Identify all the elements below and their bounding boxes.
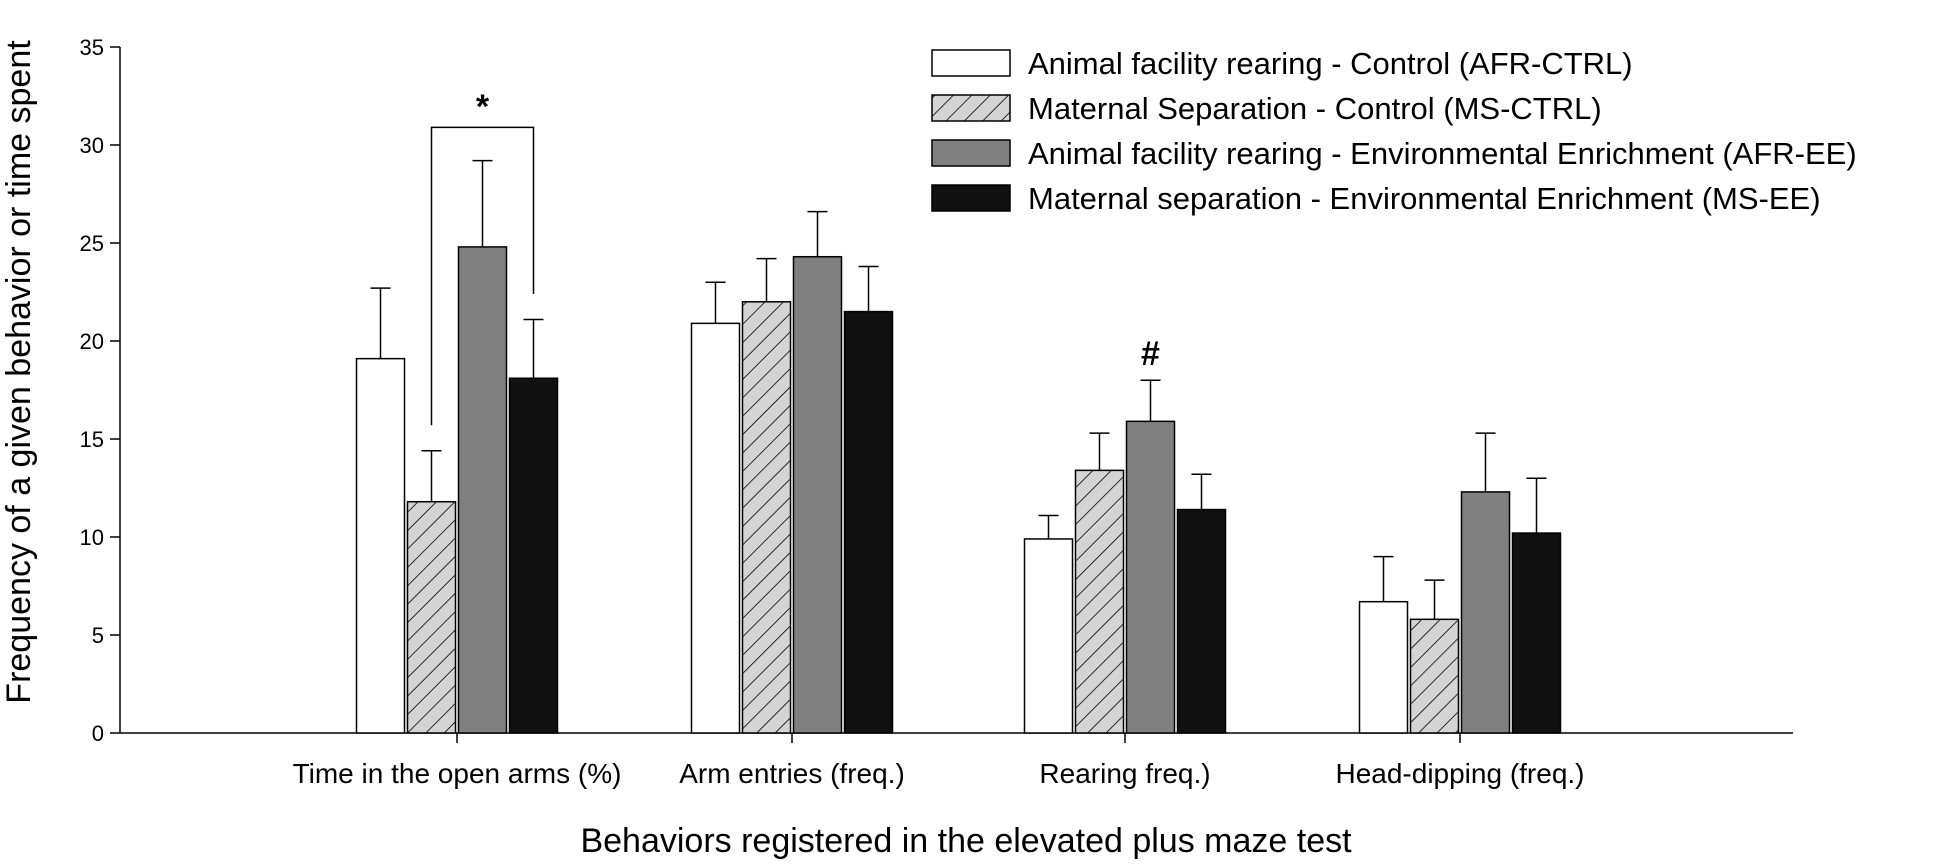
significance-marker: * (476, 88, 490, 126)
bar-series-0-category-0 (355, 357, 406, 734)
bar-series-2-category-3 (1460, 491, 1511, 734)
x-category-label: Rearing freq.) (1039, 758, 1210, 789)
significance-bracket (430, 126, 535, 426)
y-axis: 0 5 10 15 20 25 30 35 (80, 35, 121, 746)
significance-marker: # (1141, 335, 1160, 373)
y-tick-label: 30 (80, 133, 104, 158)
bar-series-3-category-2 (1176, 508, 1227, 734)
legend: Animal facility rearing - Control (AFR-C… (931, 46, 1857, 216)
bars (355, 246, 1562, 734)
bar-series-2-category-0 (457, 246, 508, 734)
bar-series-0-category-2 (1023, 538, 1074, 734)
x-axis: Time in the open arms (%) Arm entries (fr… (120, 732, 1793, 789)
bar-series-3-category-3 (1511, 532, 1562, 734)
plot-area: 0 5 10 15 20 25 30 35 Time in the open arms (%)… (80, 35, 1793, 789)
y-tick-label: 5 (92, 623, 104, 648)
bar-series-0-category-1 (690, 322, 741, 734)
legend-label-3: Maternal separation - Environmental Enri… (1028, 181, 1821, 216)
y-tick-label: 25 (80, 231, 104, 256)
y-tick-label: 0 (92, 721, 104, 746)
bar-series-0-category-3 (1358, 600, 1409, 734)
annotations: *# (430, 88, 1160, 426)
legend-swatch-1 (931, 94, 1011, 122)
y-tick-label: 15 (80, 427, 104, 452)
x-axis-title: Behaviors registered in the elevated plu… (580, 822, 1352, 860)
x-category-label: Head-dipping (freq.) (1335, 758, 1584, 789)
bar-series-1-category-3 (1409, 618, 1460, 734)
legend-swatch-3 (931, 184, 1011, 212)
legend-label-2: Animal facility rearing - Environmental … (1028, 136, 1857, 171)
y-tick-label: 35 (80, 35, 104, 60)
x-category-label: Arm entries (freq.) (679, 758, 905, 789)
bar-series-3-category-1 (843, 310, 894, 734)
bar-series-1-category-0 (406, 500, 457, 734)
legend-swatch-2 (931, 139, 1011, 167)
y-tick-label: 20 (80, 329, 104, 354)
legend-label-0: Animal facility rearing - Control (AFR-C… (1028, 46, 1633, 81)
bar-series-2-category-1 (792, 255, 843, 734)
y-tick-label: 10 (80, 525, 104, 550)
y-axis-title: Frequency of a given behavior or time sp… (0, 40, 38, 704)
legend-swatch-0 (931, 49, 1011, 77)
bar-series-2-category-2 (1125, 420, 1176, 734)
legend-label-1: Maternal Separation - Control (MS-CTRL) (1028, 91, 1602, 126)
bar-series-1-category-2 (1074, 469, 1125, 734)
bar-series-1-category-1 (741, 301, 792, 734)
bar-series-3-category-0 (508, 377, 559, 734)
error-bars (370, 159, 1547, 620)
x-category-label: Time in the open arms (%) (293, 758, 622, 789)
